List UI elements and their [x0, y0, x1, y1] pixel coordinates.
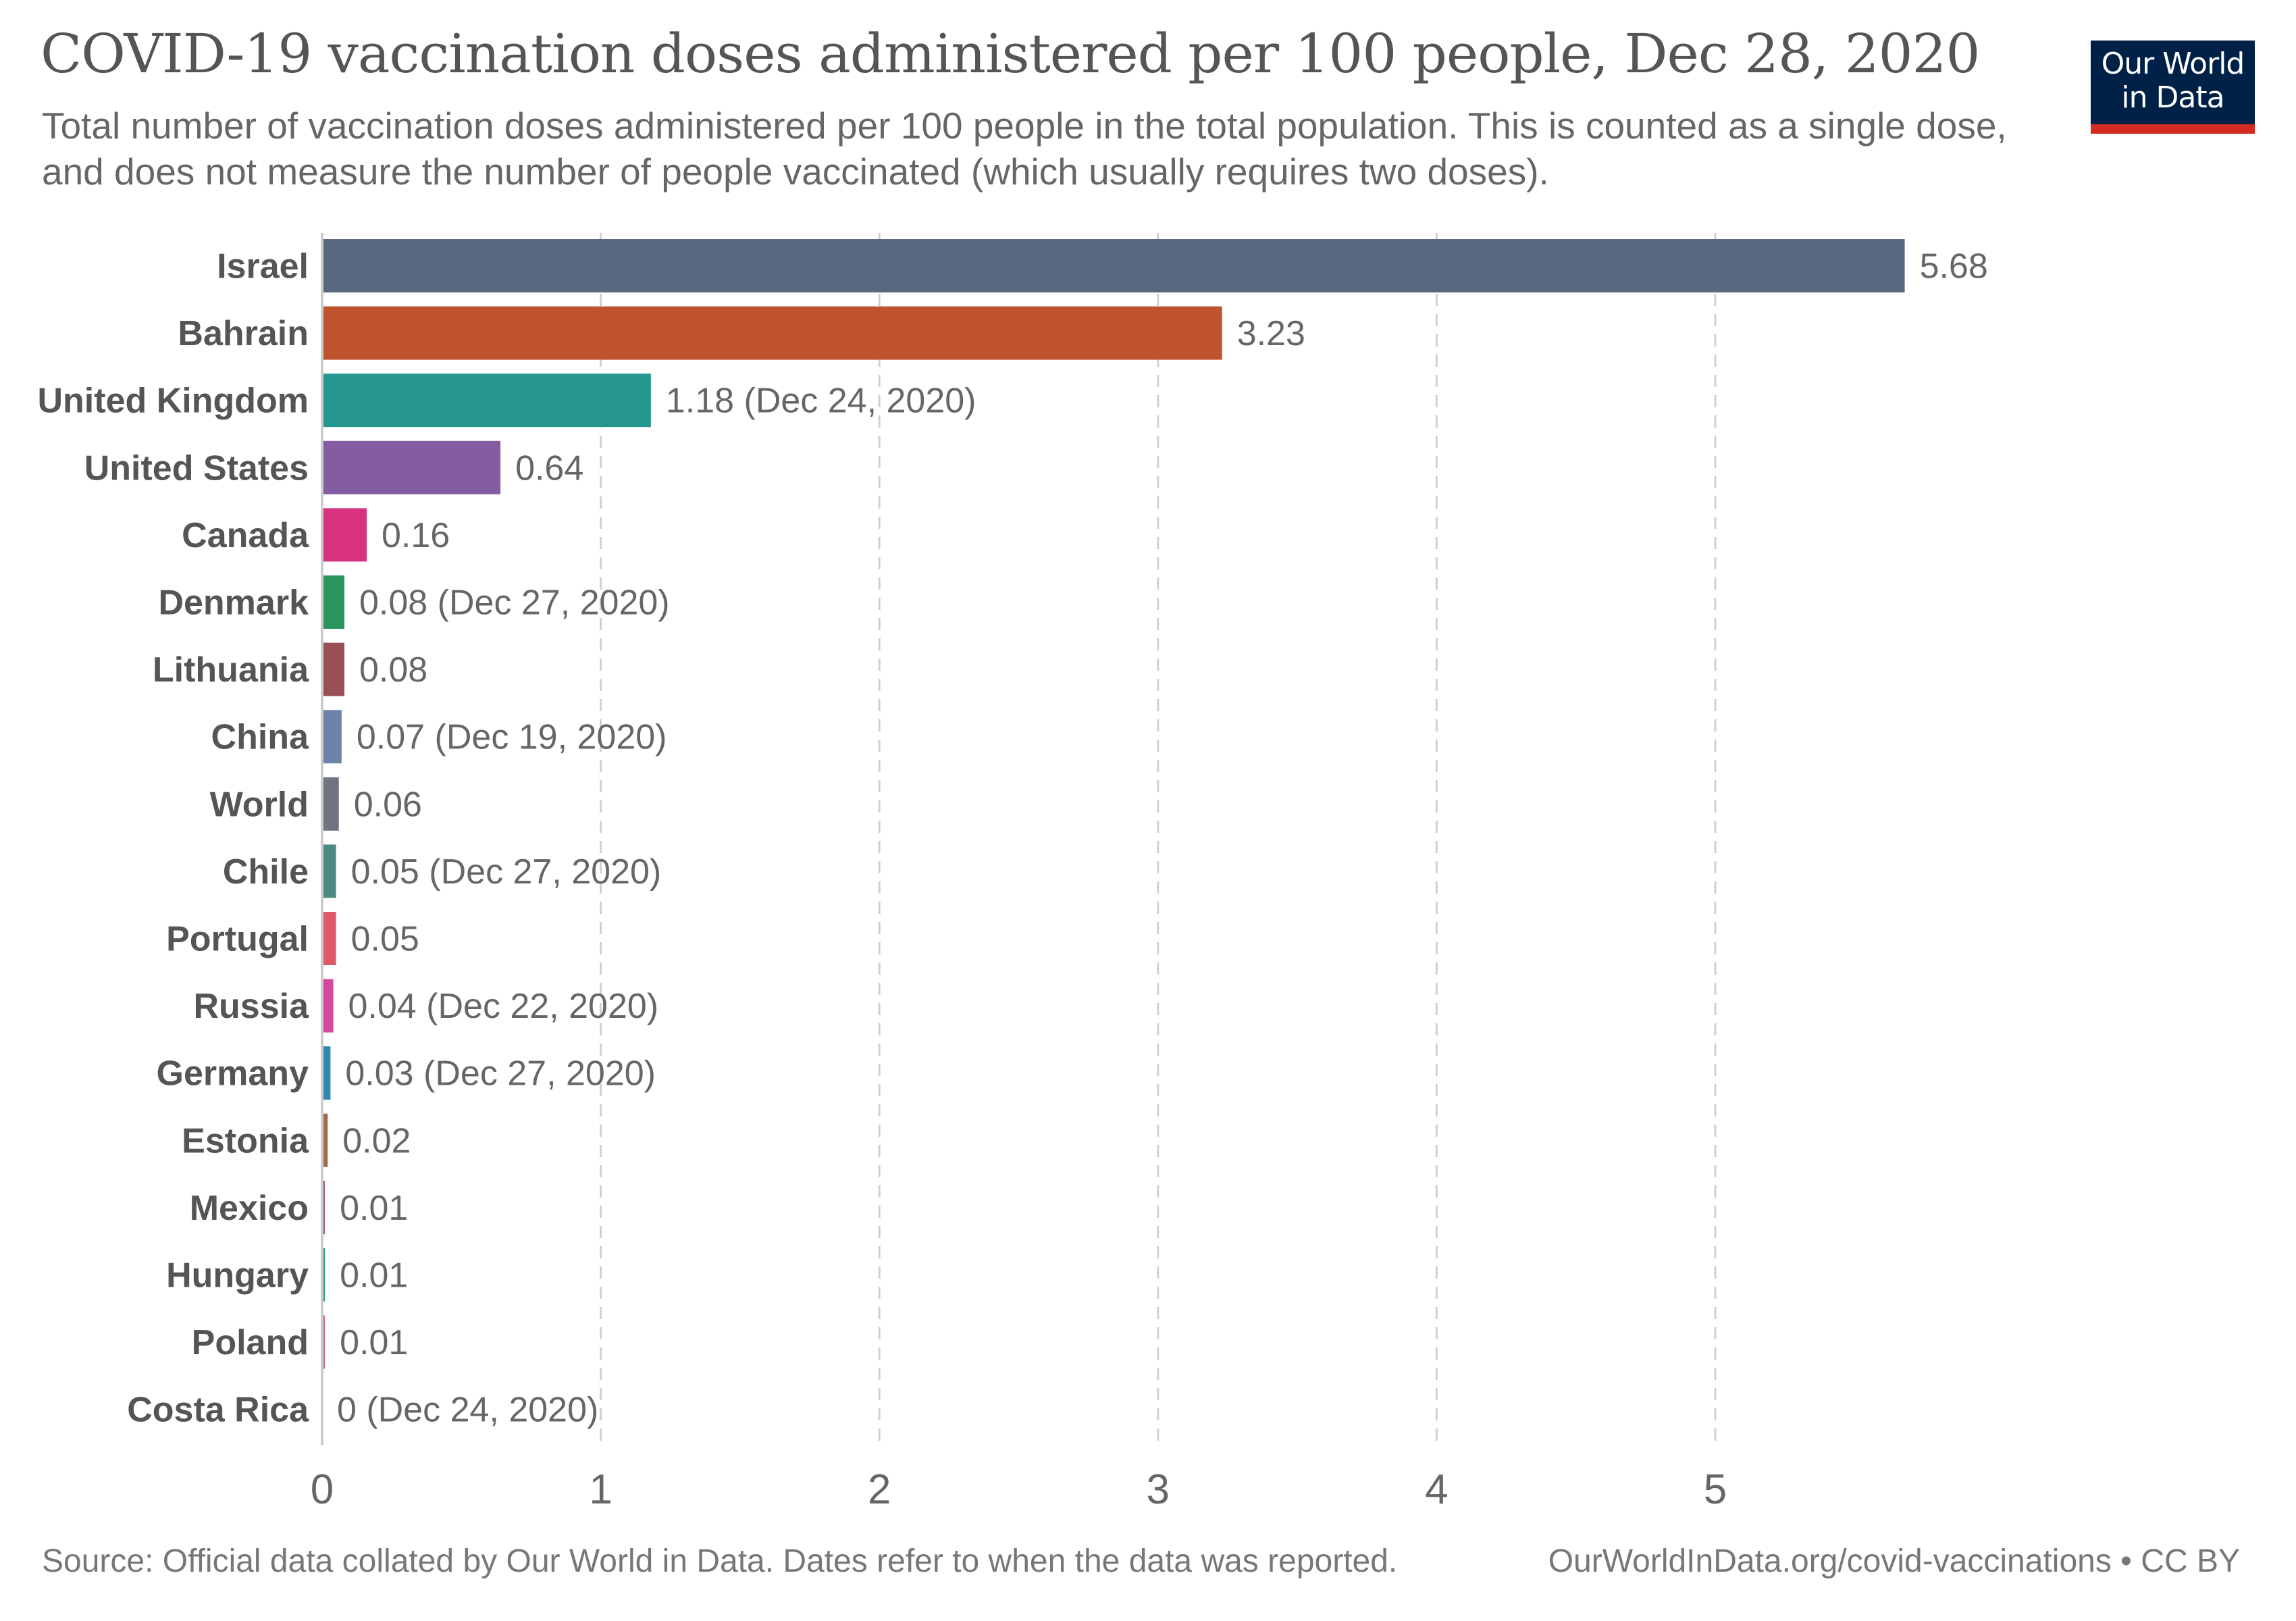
bar-china[interactable] — [322, 710, 342, 764]
x-tick-label: 4 — [1425, 1466, 1448, 1513]
bar-hungary[interactable] — [322, 1248, 325, 1302]
value-label: 5.68 — [1920, 247, 1988, 286]
bar-mexico[interactable] — [322, 1181, 325, 1235]
category-label[interactable]: Costa Rica — [127, 1391, 309, 1430]
value-label: 1.18 (Dec 24, 2020) — [666, 382, 976, 421]
value-label: 0.01 — [340, 1189, 408, 1228]
value-label: 0.01 — [340, 1323, 408, 1362]
category-label[interactable]: Hungary — [166, 1256, 309, 1295]
row-labels: Israel Bahrain United Kingdom United States… — [37, 247, 309, 1430]
x-tick-label: 0 — [311, 1466, 334, 1513]
chart-title: COVID-19 vaccination doses administered … — [41, 22, 1980, 85]
category-label[interactable]: Lithuania — [153, 650, 309, 690]
category-label[interactable]: China — [211, 718, 310, 757]
bar-united-kingdom[interactable] — [322, 374, 651, 428]
bar-united-states[interactable] — [322, 440, 501, 494]
bar-denmark[interactable] — [322, 575, 345, 629]
bar-portugal[interactable] — [322, 912, 336, 965]
x-tick-label: 1 — [589, 1466, 612, 1513]
category-label[interactable]: United States — [84, 448, 309, 488]
logo-accent-bar — [2091, 124, 2255, 134]
value-label: 0.05 (Dec 27, 2020) — [351, 852, 662, 892]
category-label[interactable]: Denmark — [158, 584, 309, 623]
value-label: 0.04 (Dec 22, 2020) — [348, 987, 659, 1026]
bar-israel[interactable] — [322, 239, 1905, 292]
value-labels: 5.68 3.23 1.18 (Dec 24, 2020) 0.64 0.16 0.08 … — [337, 247, 1988, 1430]
value-label: 0.08 — [359, 650, 427, 690]
value-label: 0.06 — [354, 785, 422, 824]
bar-estonia[interactable] — [322, 1113, 328, 1167]
bars — [322, 239, 1905, 1369]
footer-source: Source: Official data collated by Our Wo… — [42, 1543, 1398, 1579]
bar-germany[interactable] — [322, 1046, 331, 1100]
bar-bahrain[interactable] — [322, 306, 1222, 360]
owid-logo[interactable]: Our World in Data — [2091, 41, 2255, 134]
category-label[interactable]: Estonia — [182, 1121, 309, 1160]
x-tick-label: 3 — [1147, 1466, 1170, 1513]
bar-poland[interactable] — [322, 1315, 325, 1369]
category-label[interactable]: Chile — [223, 852, 309, 892]
bar-chile[interactable] — [322, 844, 336, 898]
value-label: 0.02 — [342, 1121, 411, 1160]
category-label[interactable]: Israel — [217, 247, 309, 286]
category-label[interactable]: Germany — [157, 1054, 309, 1093]
x-tick-label: 2 — [868, 1466, 891, 1513]
x-axis-ticks: 0 1 2 3 4 5 — [311, 1466, 1727, 1513]
value-label: 0.16 — [382, 516, 450, 555]
bar-canada[interactable] — [322, 508, 367, 562]
chart-subtitle: Total number of vaccination doses admini… — [42, 105, 2007, 192]
footer-link[interactable]: OurWorldInData.org/covid-vaccinations • … — [1548, 1543, 2240, 1579]
value-label: 0.08 (Dec 27, 2020) — [359, 584, 670, 623]
bar-russia[interactable] — [322, 979, 334, 1033]
value-label: 3.23 — [1237, 314, 1305, 353]
category-label[interactable]: United Kingdom — [37, 382, 309, 421]
value-label: 0 (Dec 24, 2020) — [337, 1391, 598, 1430]
logo-line-2: in Data — [2121, 80, 2224, 115]
category-label[interactable]: Mexico — [190, 1189, 309, 1228]
value-label: 0.64 — [515, 448, 583, 488]
bar-lithuania[interactable] — [322, 642, 345, 696]
x-tick-label: 5 — [1704, 1466, 1727, 1513]
value-label: 0.03 (Dec 27, 2020) — [345, 1054, 656, 1093]
category-label[interactable]: Bahrain — [178, 314, 309, 353]
logo-text: Our World in Data — [2091, 47, 2255, 115]
category-label[interactable]: Russia — [193, 987, 309, 1026]
value-label: 0.01 — [340, 1256, 408, 1295]
value-label: 0.07 (Dec 19, 2020) — [357, 718, 667, 757]
category-label[interactable]: Poland — [192, 1323, 309, 1362]
bar-world[interactable] — [322, 777, 339, 831]
category-label[interactable]: Canada — [182, 516, 309, 555]
logo-line-1: Our World — [2101, 47, 2245, 81]
category-label[interactable]: World — [210, 785, 309, 824]
category-label[interactable]: Portugal — [166, 920, 309, 959]
value-label: 0.05 — [351, 920, 419, 959]
